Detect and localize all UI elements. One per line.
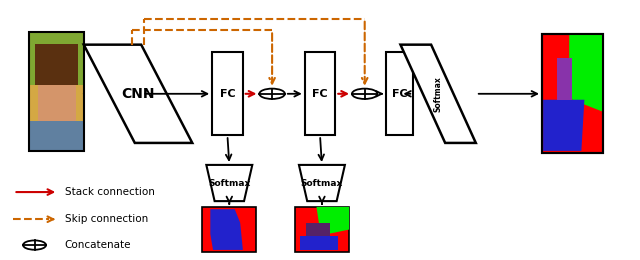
- Bar: [295, 207, 349, 252]
- Text: Softmax: Softmax: [208, 179, 250, 187]
- Polygon shape: [557, 58, 572, 100]
- Circle shape: [259, 89, 285, 99]
- Bar: [212, 53, 243, 135]
- Text: Stack connection: Stack connection: [65, 187, 154, 197]
- Bar: [542, 34, 603, 153]
- Polygon shape: [84, 45, 192, 143]
- Text: FC: FC: [312, 89, 328, 99]
- Circle shape: [23, 240, 46, 250]
- Bar: [29, 32, 84, 85]
- Circle shape: [352, 89, 378, 99]
- Bar: [35, 44, 78, 85]
- Bar: [29, 32, 84, 151]
- Text: CNN: CNN: [121, 87, 155, 101]
- Bar: [29, 121, 84, 151]
- Polygon shape: [543, 100, 584, 151]
- Text: Softmax: Softmax: [434, 76, 443, 112]
- Text: Skip connection: Skip connection: [65, 214, 148, 224]
- Polygon shape: [569, 34, 603, 112]
- Text: FC: FC: [392, 89, 408, 99]
- Text: FC: FC: [220, 89, 236, 99]
- Bar: [542, 34, 603, 153]
- Text: Concatenate: Concatenate: [65, 240, 131, 250]
- Bar: [202, 207, 257, 252]
- Bar: [29, 32, 84, 151]
- Polygon shape: [317, 207, 349, 234]
- Bar: [38, 56, 76, 121]
- Polygon shape: [300, 236, 338, 250]
- Bar: [387, 53, 413, 135]
- Polygon shape: [306, 223, 330, 239]
- Polygon shape: [211, 209, 243, 250]
- Polygon shape: [206, 165, 252, 201]
- Text: Softmax: Softmax: [301, 179, 343, 187]
- Polygon shape: [299, 165, 345, 201]
- Bar: [305, 53, 335, 135]
- Polygon shape: [401, 45, 476, 143]
